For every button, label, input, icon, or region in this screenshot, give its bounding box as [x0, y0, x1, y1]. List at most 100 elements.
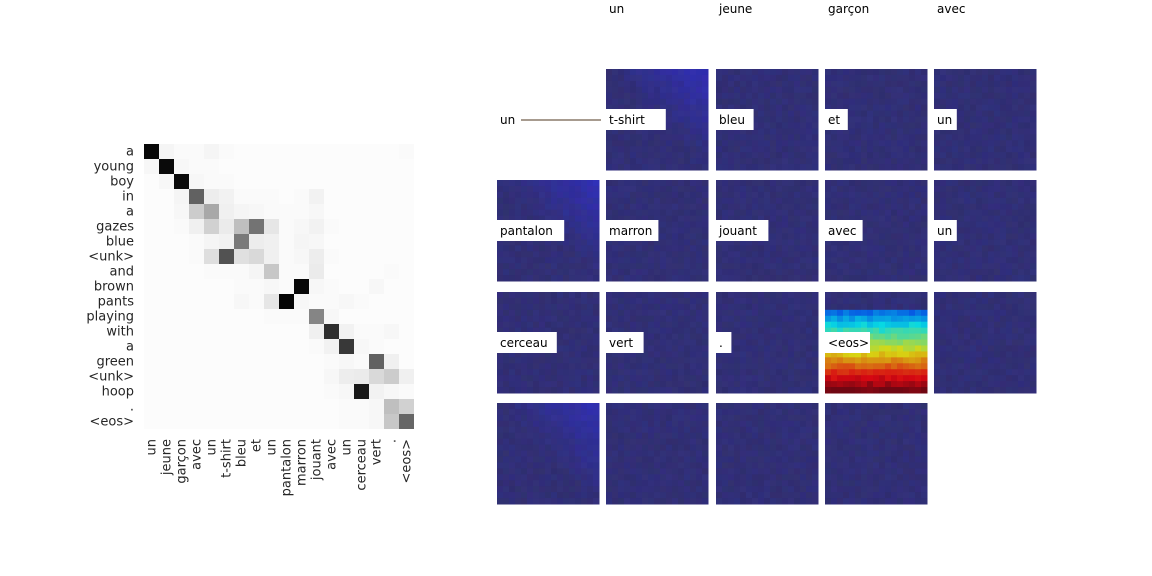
heatmap-cell [339, 384, 354, 399]
attention-pixel [915, 209, 922, 217]
attention-pixel [994, 80, 1001, 88]
attention-pixel [551, 275, 558, 282]
attention-pixel [521, 375, 528, 382]
attention-pixel [569, 239, 576, 246]
attention-pixel [982, 375, 989, 382]
attention-pixel [696, 292, 703, 299]
attention-pixel [648, 333, 655, 341]
attention-pixel [994, 221, 1001, 229]
heatmap-cell [249, 414, 264, 429]
attention-pixel [593, 456, 600, 463]
attention-pixel [581, 468, 588, 475]
attention-pixel [587, 321, 594, 329]
attention-pixel [581, 327, 588, 335]
attention-pixel [897, 215, 904, 223]
attention-pixel [970, 245, 977, 252]
attention-pixel [812, 387, 819, 394]
attention-pixel [660, 69, 667, 76]
attention-pixel [624, 462, 631, 469]
attention-pixel [909, 327, 916, 335]
attention-pixel [702, 233, 709, 240]
attention-pixel [660, 339, 667, 346]
attention-pixel [812, 98, 819, 106]
attention-pixel [636, 426, 643, 434]
attention-pixel [806, 185, 813, 193]
attention-pixel [521, 203, 528, 211]
attention-pixel [861, 292, 868, 299]
attention-pixel [867, 275, 874, 282]
attention-pixel [593, 450, 600, 457]
attention-pixel [696, 110, 703, 118]
attention-pixel [654, 450, 661, 457]
attention-pixel [569, 292, 576, 299]
attention-pixel [776, 263, 783, 270]
attention-pixel [994, 158, 1001, 165]
attention-pixel [630, 185, 637, 193]
attention-pixel [618, 403, 625, 410]
attention-pixel [642, 197, 649, 205]
attention-pixel [539, 215, 546, 223]
attention-pixel [849, 110, 856, 118]
attention-pixel [976, 339, 983, 346]
attention-pixel [903, 134, 910, 141]
attention-pixel [849, 86, 856, 94]
attention-pixel [788, 363, 795, 370]
attention-pixel [764, 351, 771, 358]
attention-pixel [964, 134, 971, 141]
heatmap-cell [189, 204, 204, 219]
attention-pixel [861, 203, 868, 211]
attention-pixel [509, 456, 516, 463]
attention-pixel [946, 351, 953, 358]
attention-pixel [690, 197, 697, 205]
heatmap-cell [264, 354, 279, 369]
attention-pixel [509, 375, 516, 382]
attention-pixel [660, 203, 667, 211]
attention-pixel [612, 92, 619, 100]
attention-pixel [672, 191, 679, 199]
attention-pixel [684, 369, 691, 376]
attention-pixel [497, 251, 504, 258]
attention-pixel [970, 309, 977, 317]
attention-pixel [740, 375, 747, 382]
attention-pixel [788, 134, 795, 141]
attention-pixel [636, 369, 643, 376]
heatmap-cell [159, 369, 174, 384]
attention-pixel [843, 321, 850, 329]
attention-pixel [722, 197, 729, 205]
attention-pixel [825, 104, 832, 112]
attention-pixel [533, 444, 540, 452]
attention-pixel [764, 375, 771, 382]
attention-pixel [678, 215, 685, 223]
heatmap-cell [339, 204, 354, 219]
attention-pixel [575, 203, 582, 211]
attention-pixel [806, 309, 813, 317]
attention-pixel [776, 191, 783, 199]
attention-pixel [642, 203, 649, 211]
attention-pixel [776, 122, 783, 129]
attention-pixel [855, 303, 862, 311]
attention-pixel [1012, 333, 1019, 341]
attention-pixel [988, 333, 995, 341]
attention-pixel [497, 498, 504, 505]
heatmap-cell [384, 294, 399, 309]
attention-pixel [952, 239, 959, 246]
attention-pixel [1012, 257, 1019, 264]
attention-pixel [970, 134, 977, 141]
attention-pixel [612, 432, 619, 440]
attention-pixel [557, 303, 564, 311]
attention-pixel [800, 164, 807, 171]
attention-pixel [958, 110, 965, 118]
attention-pixel [636, 480, 643, 487]
attention-pixel [849, 80, 856, 88]
attention-pixel [527, 292, 534, 299]
attention-pixel [497, 468, 504, 475]
attention-pixel [873, 327, 880, 335]
attention-tile: pantalon [497, 180, 600, 282]
attention-pixel [690, 221, 697, 229]
attention-pixel [788, 180, 795, 187]
attention-pixel [770, 297, 777, 305]
attention-pixel [672, 180, 679, 187]
attention-pixel [539, 191, 546, 199]
attention-pixel [690, 251, 697, 258]
attention-pixel [831, 98, 838, 106]
